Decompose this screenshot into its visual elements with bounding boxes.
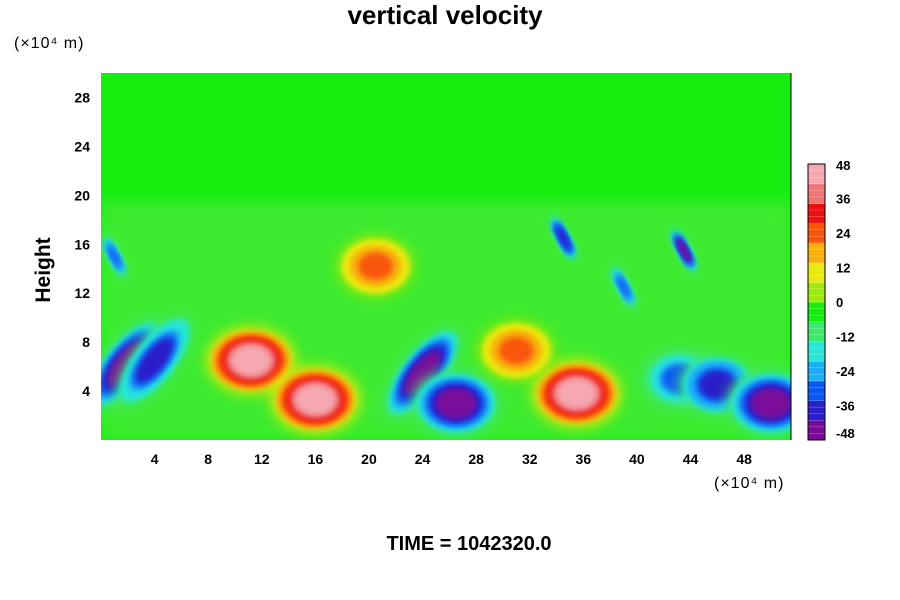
contour-feature: [549, 214, 577, 262]
contour-feature: [532, 360, 621, 427]
colorbar-swatch: [808, 203, 825, 224]
chart-title: vertical velocity: [347, 0, 543, 30]
colorbar-tick-label: -36: [836, 399, 855, 414]
x-axis-unit: (×10⁴ m): [714, 475, 784, 492]
contour-band: [136, 339, 173, 382]
colorbar-tick-label: 48: [836, 158, 850, 173]
y-tick-label: 16: [74, 236, 90, 252]
contour-band: [699, 371, 735, 399]
contour-band: [358, 252, 394, 281]
upper-layer: [101, 73, 791, 196]
contour-feature: [670, 227, 698, 274]
colorbar-swatch: [808, 223, 825, 244]
x-tick-label: 16: [308, 451, 324, 467]
colorbar-tick-label: 12: [836, 261, 850, 276]
colorbar-tick-label: -24: [836, 364, 856, 379]
x-tick-label: 20: [361, 451, 377, 467]
x-tick-label: 8: [204, 451, 212, 467]
contour-feature: [271, 366, 360, 433]
y-tick-label: 8: [82, 334, 90, 350]
contour-band: [556, 378, 597, 409]
contour-feature: [383, 326, 462, 419]
plot-area: [101, 73, 792, 440]
colorbar-swatch: [808, 341, 825, 362]
contour-feature: [337, 236, 414, 297]
colorbar-swatch: [808, 262, 825, 283]
x-tick-label: 48: [736, 451, 752, 467]
contour-band: [750, 388, 791, 419]
y-axis-ticks: 4 8 12 16 20 24 28: [74, 89, 90, 399]
x-tick-label: 4: [151, 451, 159, 467]
colorbar-frame: [807, 163, 826, 441]
colorbar-swatch: [808, 361, 825, 382]
colorbar-swatch: [808, 183, 825, 204]
colorbar-swatch: [808, 242, 825, 264]
contour-band: [617, 276, 630, 298]
contour-feature: [101, 233, 129, 280]
contour-band: [677, 239, 691, 262]
contour-band: [498, 336, 534, 365]
colorbar-tick-label: 24: [836, 226, 851, 241]
contour-band: [230, 345, 272, 376]
contour-band: [295, 384, 336, 415]
x-tick-label: 28: [468, 451, 484, 467]
y-axis-unit: (×10⁴ m): [14, 35, 84, 52]
contour-feature: [412, 370, 501, 437]
colorbar-tick-label: -48: [836, 426, 855, 441]
contour-feature: [609, 263, 638, 311]
colorbar: 48 36 24 12 0 -12 -24 -36 -48: [807, 158, 856, 441]
colorbar-swatch: [808, 282, 825, 303]
x-tick-label: 36: [576, 451, 592, 467]
contour-feature: [116, 314, 194, 407]
y-tick-label: 4: [82, 383, 90, 399]
contour-band: [435, 388, 477, 419]
colorbar-swatch: [808, 302, 825, 323]
contour-feature: [478, 320, 555, 381]
x-tick-label: 32: [522, 451, 538, 467]
y-tick-label: 24: [74, 138, 90, 154]
x-tick-label: 24: [415, 451, 431, 467]
y-axis-label: Height: [32, 237, 55, 302]
time-label: TIME = 1042320.0: [386, 533, 551, 555]
colorbar-tick-label: 36: [836, 192, 850, 207]
x-tick-label: 44: [683, 451, 699, 467]
contour-feature: [726, 370, 791, 437]
contour-band: [556, 227, 570, 249]
colorbar-tick-label: 0: [836, 295, 843, 310]
y-tick-label: 12: [74, 285, 90, 301]
colorbar-swatch: [808, 380, 825, 402]
colorbar-swatch: [808, 420, 825, 441]
x-tick-label: 12: [254, 451, 270, 467]
colorbar-tick-label: -12: [836, 330, 855, 345]
colorbar-swatch: [808, 321, 825, 342]
contour-band: [108, 245, 121, 268]
x-axis-ticks: 4 8 12 16 20 24 28 32 36 40 44 48: [151, 451, 752, 467]
contour-feature: [207, 327, 296, 394]
y-tick-label: 28: [74, 89, 90, 105]
contour-band: [404, 351, 441, 394]
x-tick-label: 40: [629, 451, 645, 467]
colorbar-swatch: [808, 164, 825, 185]
y-tick-label: 20: [74, 187, 90, 203]
colorbar-swatch: [808, 400, 825, 421]
